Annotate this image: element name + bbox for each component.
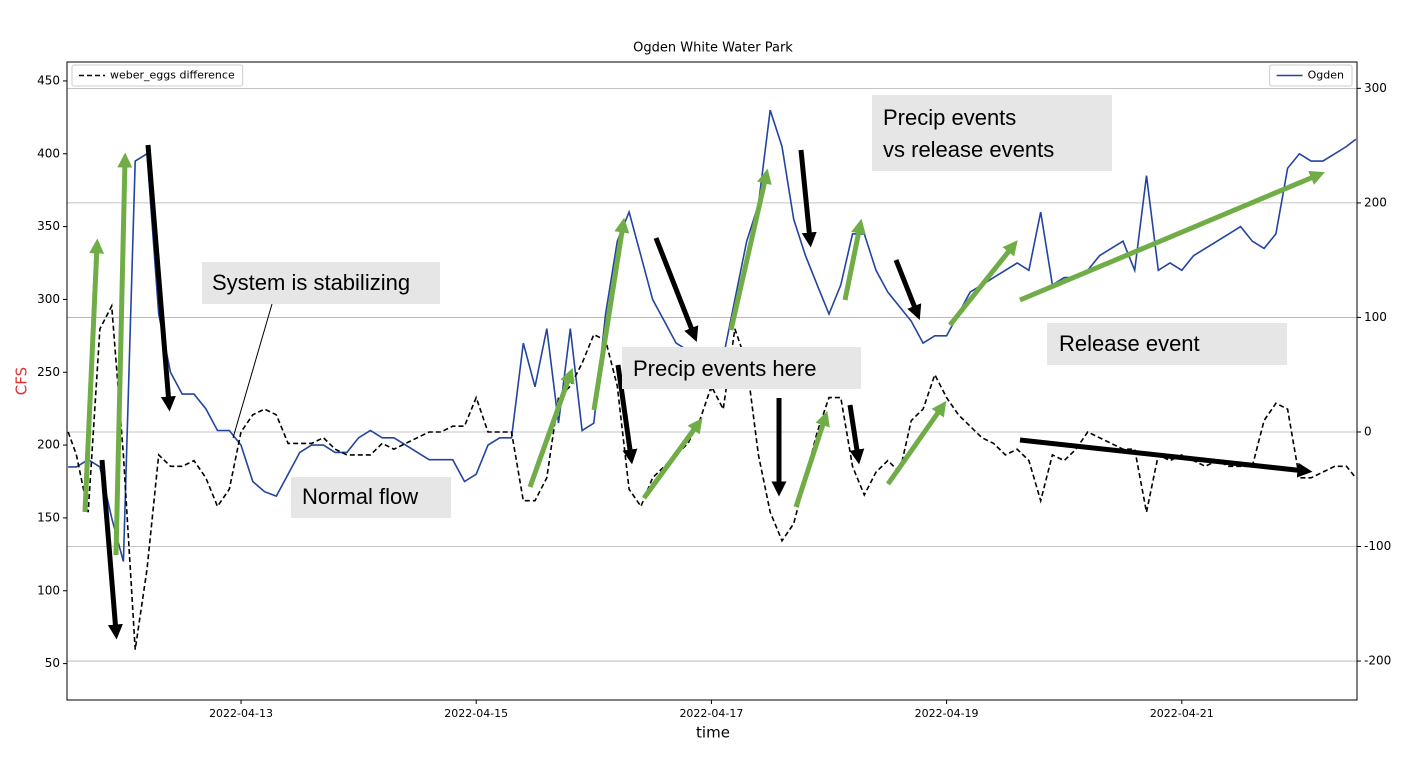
y2-tick-label: 300 xyxy=(1364,81,1387,95)
annotation-box xyxy=(1047,323,1287,365)
annotation-box xyxy=(872,95,1112,171)
arrow xyxy=(893,259,922,320)
legend: Ogden xyxy=(1269,64,1353,87)
series-line xyxy=(68,109,1357,562)
x-axis-label: time xyxy=(696,724,730,742)
x-tick-label: 2022-04-21 xyxy=(1150,707,1214,720)
arrow xyxy=(1019,170,1325,303)
x-tick-label: 2022-04-13 xyxy=(209,707,273,720)
arrow xyxy=(641,417,703,500)
y2-tick-label: 100 xyxy=(1364,310,1387,324)
annotation-box xyxy=(291,477,451,518)
legend-label: Ogden xyxy=(1308,69,1344,82)
y-tick-label: 300 xyxy=(37,292,60,306)
x-tick-label: 2022-04-19 xyxy=(915,707,979,720)
legend-label: weber_eggs difference xyxy=(110,69,235,82)
y-tick-label: 250 xyxy=(37,365,60,379)
series-line xyxy=(67,303,1357,650)
y-tick-label: 450 xyxy=(37,73,60,87)
annotations: System is stabilizing Normal flow Precip… xyxy=(82,95,1325,640)
arrow xyxy=(591,217,630,411)
chart-title: Ogden White Water Park xyxy=(633,41,793,56)
legend-box xyxy=(71,64,244,87)
y2-tick-label: -100 xyxy=(1364,539,1391,553)
arrow xyxy=(527,367,575,488)
y2-tick-label: -200 xyxy=(1364,654,1391,668)
annotation: Normal flow xyxy=(302,484,418,509)
arrow xyxy=(99,459,123,640)
y2-tick-label: 200 xyxy=(1364,195,1387,209)
arrow xyxy=(82,238,105,513)
annotation: vs release events xyxy=(883,137,1054,162)
arrow xyxy=(653,237,699,342)
annotation-box xyxy=(202,262,440,304)
y-tick-label: 200 xyxy=(37,438,60,452)
x-tick-label: 2022-04-17 xyxy=(679,707,743,720)
arrow xyxy=(842,218,866,301)
annotation: Precip events here xyxy=(633,356,816,381)
arrow xyxy=(948,240,1018,327)
y-axis-label: CFS xyxy=(13,367,31,395)
x-tick-label: 2022-04-15 xyxy=(444,707,508,720)
annotation: System is stabilizing xyxy=(212,270,410,295)
annotation-box xyxy=(622,347,861,389)
arrow xyxy=(793,410,830,508)
annotation: Precip events xyxy=(883,105,1016,130)
y2-tick-label: 0 xyxy=(1364,424,1372,438)
y-tick-label: 400 xyxy=(37,146,60,160)
annotation: Release event xyxy=(1059,331,1200,356)
arrow xyxy=(145,144,176,412)
y-tick-label: 150 xyxy=(37,510,60,524)
arrow xyxy=(847,404,865,465)
arrow xyxy=(798,149,817,248)
arrow xyxy=(885,400,947,486)
plot-frame xyxy=(66,61,1358,701)
legend: weber_eggs difference xyxy=(71,64,244,87)
arrow xyxy=(615,364,638,465)
arrow xyxy=(728,168,772,331)
arrow xyxy=(113,152,133,556)
y-tick-label: 350 xyxy=(37,219,60,233)
legend-box xyxy=(1269,64,1353,87)
arrow xyxy=(1019,437,1313,478)
y-tick-label: 100 xyxy=(37,583,60,597)
callout-line xyxy=(232,303,273,439)
y-tick-label: 50 xyxy=(45,656,60,670)
plot-area: 50 100 150 200 250 300 350 400 450 -200 -100 0 100 20… xyxy=(37,61,1391,720)
